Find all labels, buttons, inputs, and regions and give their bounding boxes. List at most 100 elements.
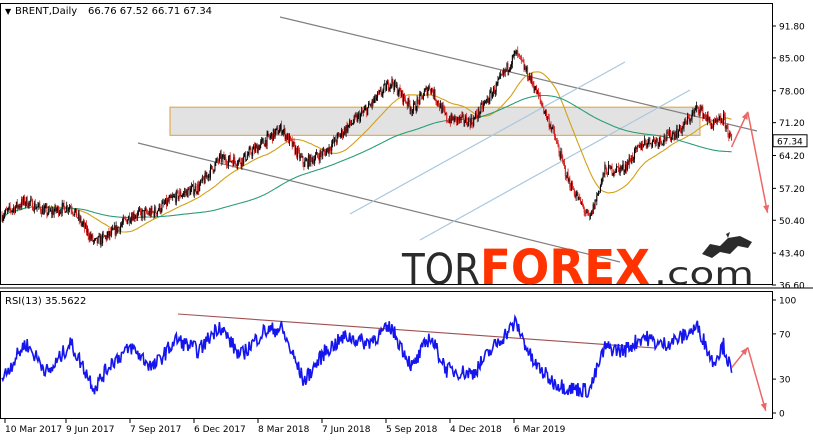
candle-body xyxy=(636,145,638,150)
candle-body xyxy=(385,83,387,91)
candle-body xyxy=(614,171,616,173)
candle-body xyxy=(215,161,217,164)
candle-body xyxy=(228,155,230,160)
candle-body xyxy=(104,236,106,237)
candle-body xyxy=(193,191,195,195)
candle-body xyxy=(510,64,512,67)
candle-body xyxy=(247,154,249,156)
candle-body xyxy=(230,161,232,162)
candle-body xyxy=(323,150,325,152)
candle-body xyxy=(109,231,111,237)
y-tick-label: 91.80 xyxy=(779,23,805,33)
candle-body xyxy=(641,144,643,150)
candle-body xyxy=(396,85,398,95)
candle-body xyxy=(507,63,509,72)
candle-body xyxy=(653,139,655,141)
candle-body xyxy=(729,132,731,138)
candle-body xyxy=(180,191,182,197)
candle-body xyxy=(107,231,109,235)
candle-body xyxy=(322,150,324,156)
candle-body xyxy=(76,208,78,218)
candle-body xyxy=(694,109,696,113)
candle-body xyxy=(466,123,468,127)
candle-body xyxy=(445,113,447,114)
candle-body xyxy=(236,164,238,166)
candle-body xyxy=(22,199,24,203)
candle-body xyxy=(30,199,32,203)
candle-body xyxy=(716,120,718,122)
candle-body xyxy=(699,108,701,114)
candle-body xyxy=(236,164,238,166)
candle-body xyxy=(561,151,563,157)
candle-body xyxy=(688,117,690,122)
candle-body xyxy=(454,116,456,123)
candle-body xyxy=(318,157,320,161)
candle-body xyxy=(86,229,88,233)
candle-body xyxy=(182,193,184,196)
candle-body xyxy=(430,88,432,93)
candle-body xyxy=(218,160,220,162)
candle-body xyxy=(472,123,474,126)
candle-body xyxy=(635,147,637,150)
candle-body xyxy=(211,165,213,169)
candle-body xyxy=(420,93,422,95)
candle-body xyxy=(387,81,389,90)
candle-body xyxy=(356,115,358,122)
candle-body xyxy=(105,236,107,240)
candle-body xyxy=(192,184,194,195)
candle-body xyxy=(405,102,407,104)
candle-body xyxy=(557,142,559,148)
candle-body xyxy=(508,69,510,72)
candle-body xyxy=(82,223,84,225)
candle-body xyxy=(442,105,444,108)
candle-body xyxy=(289,136,291,139)
candle-body xyxy=(42,207,44,215)
candle-body xyxy=(26,197,28,207)
chart-menu-icon[interactable]: ▼ xyxy=(5,7,12,16)
candle-body xyxy=(142,210,144,211)
candle-body xyxy=(220,153,222,162)
candle-body xyxy=(371,99,373,106)
candle-body xyxy=(665,139,667,141)
candle-body xyxy=(237,160,239,165)
candle-body xyxy=(313,159,315,164)
candle-body xyxy=(296,148,298,157)
candle-body xyxy=(324,151,326,156)
candle-body xyxy=(338,134,340,135)
candle-body xyxy=(174,196,176,197)
candle-body xyxy=(400,91,402,97)
candle-body xyxy=(339,134,341,138)
candle-body xyxy=(129,216,131,223)
candle-body xyxy=(204,172,206,184)
candle-body xyxy=(727,125,729,135)
candle-body xyxy=(207,175,209,178)
candle-body xyxy=(379,89,381,91)
candle-body xyxy=(357,114,359,122)
candle-body xyxy=(65,211,67,213)
candle-body xyxy=(36,206,38,208)
candle-body xyxy=(233,157,235,166)
candle-body xyxy=(293,141,295,144)
candle-body xyxy=(519,54,521,56)
candle-body xyxy=(489,91,491,102)
candle-body xyxy=(275,128,277,132)
candle-body xyxy=(584,212,586,213)
candle-body xyxy=(151,208,153,212)
candle-body xyxy=(717,120,719,121)
candle-body xyxy=(39,203,41,208)
candle-body xyxy=(262,139,264,141)
price-panel-frame xyxy=(0,3,773,285)
candle-body xyxy=(504,69,506,73)
candle-body xyxy=(95,237,97,239)
candle-body xyxy=(257,146,259,153)
candle-body xyxy=(720,116,722,122)
candle-body xyxy=(265,140,267,146)
candle-body xyxy=(616,166,618,167)
candle-body xyxy=(528,75,530,80)
candle-body xyxy=(724,116,726,129)
candle-body xyxy=(333,137,335,143)
candle-body xyxy=(402,90,404,103)
candle-body xyxy=(588,212,590,216)
candle-body xyxy=(351,123,353,125)
candle-body xyxy=(440,103,442,113)
